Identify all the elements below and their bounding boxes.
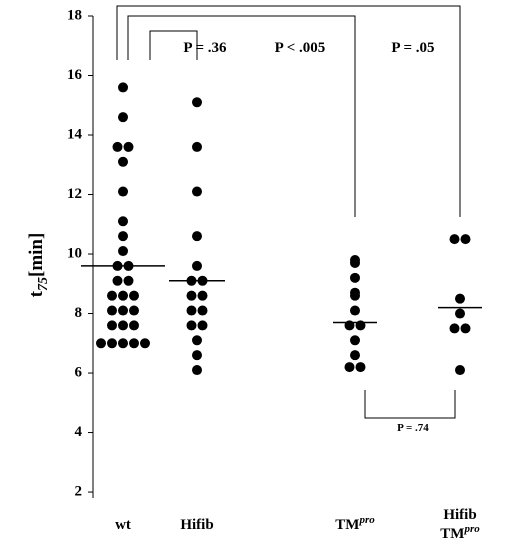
y-tick-label: 10 — [67, 245, 82, 261]
x-tick-label: Hifib — [180, 517, 213, 533]
y-label-sub: 75 — [36, 277, 51, 291]
dot — [350, 272, 360, 283]
dot — [118, 338, 128, 349]
y-tick-label: 8 — [75, 305, 83, 321]
dot — [350, 290, 360, 301]
bracket — [127, 15, 356, 217]
dot — [186, 290, 197, 301]
dot — [197, 290, 208, 301]
y-tick-label: 18 — [67, 7, 82, 23]
dot — [107, 305, 117, 316]
dot — [449, 234, 460, 245]
dot — [118, 216, 128, 227]
dot — [123, 141, 134, 152]
dot — [350, 257, 360, 268]
dot — [192, 260, 202, 271]
dot — [123, 275, 134, 286]
dot — [192, 97, 202, 108]
y-tick-label: 2 — [75, 483, 83, 499]
dot — [192, 350, 202, 361]
dot — [455, 365, 465, 376]
bracket — [149, 30, 198, 60]
category-line: Hifib — [180, 517, 213, 533]
category-line: Hifib — [443, 507, 476, 523]
y-axis-label: t75[min] — [26, 233, 51, 298]
x-tick-label: wt — [115, 517, 131, 533]
category-line: TM — [335, 517, 359, 533]
category-line: wt — [115, 517, 131, 533]
dot — [112, 275, 123, 286]
dot — [197, 320, 208, 331]
dot — [455, 308, 465, 319]
dot — [350, 350, 360, 361]
x-tick-label: TMpro — [335, 514, 375, 533]
dot — [107, 290, 117, 301]
dot — [140, 338, 150, 349]
dot — [192, 141, 202, 152]
dot — [129, 338, 139, 349]
annotation: P = .36 — [183, 40, 227, 56]
annotation: P = .05 — [391, 40, 434, 56]
dot — [350, 335, 360, 346]
dot — [129, 320, 139, 331]
dot — [112, 141, 123, 152]
dot — [118, 186, 128, 197]
y-tick-label: 14 — [67, 126, 83, 142]
dot — [186, 320, 197, 331]
y-tick-label: 12 — [67, 186, 82, 202]
bracket — [364, 390, 456, 419]
dot — [455, 293, 465, 304]
dot — [350, 305, 360, 316]
dot — [192, 186, 202, 197]
y-tick-label: 4 — [75, 424, 83, 440]
dot — [460, 323, 471, 334]
dot — [118, 246, 128, 257]
y-tick-label: 16 — [67, 67, 83, 83]
y-label-unit: [min] — [26, 233, 47, 277]
x-tick-label: Hifib TMpro — [440, 507, 480, 542]
dot — [107, 320, 117, 331]
bracket — [116, 5, 461, 217]
dot — [344, 362, 355, 373]
dot — [192, 335, 202, 346]
dot — [186, 305, 197, 316]
dot — [129, 305, 139, 316]
dot — [449, 323, 460, 334]
dot — [118, 82, 128, 93]
dot — [192, 365, 202, 376]
dot — [96, 338, 106, 349]
dot — [118, 231, 128, 242]
dot — [107, 338, 117, 349]
dot — [197, 305, 208, 316]
category-sup: pro — [358, 514, 375, 526]
dot — [460, 234, 471, 245]
annotation: P < .005 — [275, 40, 326, 56]
dot — [355, 362, 366, 373]
y-tick-label: 6 — [75, 364, 83, 380]
dot — [129, 290, 139, 301]
dot — [118, 156, 128, 167]
annotation: P = .74 — [397, 422, 429, 434]
dot — [118, 112, 128, 123]
dot — [192, 231, 202, 242]
category-line: TM — [440, 526, 464, 542]
dot — [118, 320, 128, 331]
category-sup: pro — [463, 523, 480, 535]
dot — [118, 305, 128, 316]
y-label-main: t — [26, 290, 47, 297]
dot — [118, 290, 128, 301]
